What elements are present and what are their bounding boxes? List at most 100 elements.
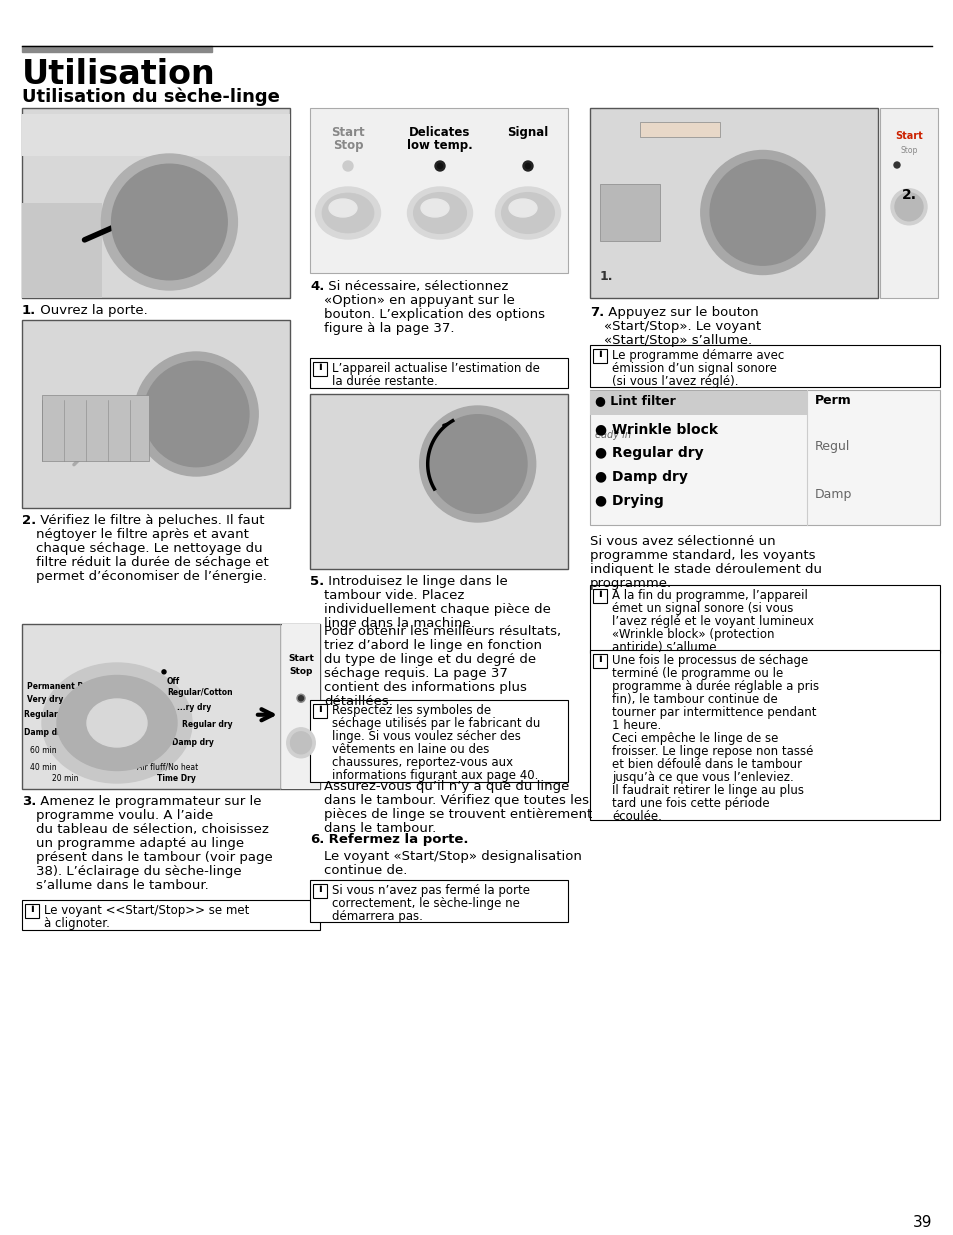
Text: Pour obtenir les meilleurs résultats,: Pour obtenir les meilleurs résultats, [324, 625, 560, 638]
Ellipse shape [315, 186, 380, 240]
Text: i: i [598, 655, 601, 664]
Text: 39: 39 [911, 1215, 931, 1230]
Circle shape [134, 352, 258, 475]
Text: programme standard, les voyants: programme standard, les voyants [589, 550, 815, 562]
Text: Utilisation: Utilisation [22, 58, 215, 91]
Text: L’appareil actualise l’estimation de: L’appareil actualise l’estimation de [332, 362, 539, 375]
Text: 40 min: 40 min [30, 762, 56, 772]
Text: Respectez les symboles de: Respectez les symboles de [332, 704, 491, 718]
Bar [313, 704, 327, 718]
Bar [42, 395, 149, 461]
Bar [589, 585, 939, 653]
Text: Regular dry: Regular dry [182, 720, 233, 729]
Text: chaussures, reportez-vous aux: chaussures, reportez-vous aux [332, 756, 513, 769]
Text: Utilisation du sèche-linge: Utilisation du sèche-linge [22, 88, 279, 106]
Text: fin), le tambour continue de: fin), le tambour continue de [612, 693, 777, 706]
Text: dans le tambour. Vérifiez que toutes les: dans le tambour. Vérifiez que toutes les [324, 794, 588, 806]
Bar [313, 362, 327, 375]
Bar [313, 884, 327, 898]
Bar [282, 624, 319, 789]
Circle shape [112, 164, 227, 280]
Bar [589, 391, 806, 415]
Text: 1.: 1. [599, 269, 613, 283]
Text: 5.: 5. [310, 576, 324, 588]
Text: 4.: 4. [310, 280, 324, 293]
Text: pièces de linge se trouvent entièrement: pièces de linge se trouvent entièrement [324, 808, 592, 821]
Text: la durée restante.: la durée restante. [332, 375, 437, 388]
Text: linge dans la machine.: linge dans la machine. [324, 618, 475, 630]
Circle shape [894, 193, 923, 221]
Text: à clignoter.: à clignoter. [44, 918, 110, 930]
Bar [589, 107, 877, 298]
Text: négtoyer le filtre après et avant: négtoyer le filtre après et avant [36, 529, 249, 541]
Text: Stop: Stop [289, 667, 313, 676]
Text: ● Lint filter: ● Lint filter [595, 394, 675, 408]
Text: i: i [317, 884, 321, 894]
Bar [879, 107, 937, 298]
Text: antiride) s’allume.: antiride) s’allume. [612, 641, 720, 655]
Ellipse shape [420, 199, 449, 217]
Text: Very dry: Very dry [27, 695, 63, 704]
Text: «Wrinkle block» (protection: «Wrinkle block» (protection [612, 629, 774, 641]
Text: Regular/Cotton: Regular/Cotton [167, 688, 233, 698]
Text: filtre réduit la durée de séchage et: filtre réduit la durée de séchage et [36, 556, 269, 569]
Text: informations figurant aux page 40.: informations figurant aux page 40. [332, 769, 537, 782]
Text: «Start/Stop» s’allume.: «Start/Stop» s’allume. [603, 333, 751, 347]
Text: l’avez réglé et le voyant lumineux: l’avez réglé et le voyant lumineux [612, 615, 813, 629]
Bar [593, 655, 606, 668]
Text: 20 min: 20 min [52, 774, 78, 783]
Circle shape [890, 189, 926, 225]
Bar [589, 390, 939, 525]
Ellipse shape [329, 199, 356, 217]
Text: Start: Start [288, 653, 314, 663]
Text: un programme adapté au linge: un programme adapté au linge [36, 837, 244, 850]
Bar [22, 320, 290, 508]
Text: indiquent le stade déroulement du: indiquent le stade déroulement du [589, 563, 821, 576]
Text: et bien défoulé dans le tambour: et bien défoulé dans le tambour [612, 758, 801, 771]
Circle shape [296, 694, 305, 703]
Ellipse shape [501, 193, 554, 233]
Text: eady in: eady in [595, 430, 630, 440]
Text: Damp dry: Damp dry [172, 737, 213, 747]
Text: Signal: Signal [507, 126, 548, 140]
Bar [593, 350, 606, 363]
Text: triez d’abord le linge en fonction: triez d’abord le linge en fonction [324, 638, 541, 652]
Circle shape [101, 154, 237, 290]
Text: du type de linge et du degré de: du type de linge et du degré de [324, 653, 536, 666]
Text: 6.: 6. [310, 832, 324, 846]
Text: 3.: 3. [22, 795, 36, 808]
Text: détaillées.: détaillées. [324, 695, 393, 708]
Bar [22, 46, 212, 52]
Text: froisser. Le linge repose non tassé: froisser. Le linge repose non tassé [612, 745, 813, 758]
Text: linge. Si vous voulez sécher des: linge. Si vous voulez sécher des [332, 730, 520, 743]
Bar [22, 203, 102, 298]
Text: Off: Off [167, 677, 180, 685]
Text: Le programme démarre avec: Le programme démarre avec [612, 350, 783, 362]
Text: 1.: 1. [22, 304, 36, 317]
Text: Introduisez le linge dans le: Introduisez le linge dans le [324, 576, 507, 588]
Bar [25, 904, 39, 918]
Bar [310, 394, 567, 569]
Text: bouton. L’explication des options: bouton. L’explication des options [324, 308, 544, 321]
Text: Damp dry: Damp dry [24, 727, 66, 737]
Text: Le voyant «Start/Stop» designalisation: Le voyant «Start/Stop» designalisation [324, 850, 581, 863]
Text: tambour vide. Placez: tambour vide. Placez [324, 589, 464, 601]
Text: Permanent Press: Permanent Press [27, 682, 101, 690]
Text: i: i [598, 350, 601, 359]
Text: Vérifiez le filtre à peluches. Il faut: Vérifiez le filtre à peluches. Il faut [36, 514, 264, 527]
Bar [310, 700, 567, 782]
Text: programme voulu. A l’aide: programme voulu. A l’aide [36, 809, 213, 823]
Text: émission d’un signal sonore: émission d’un signal sonore [612, 362, 776, 375]
Text: permet d’économiser de l’énergie.: permet d’économiser de l’énergie. [36, 571, 267, 583]
Text: 7.: 7. [589, 306, 603, 319]
Circle shape [419, 406, 536, 522]
Circle shape [428, 415, 526, 514]
Text: émet un signal sonore (si vous: émet un signal sonore (si vous [612, 601, 793, 615]
Bar [22, 624, 319, 789]
Bar [310, 881, 567, 923]
Text: Si vous avez sélectionné un: Si vous avez sélectionné un [589, 535, 775, 548]
Bar [589, 650, 939, 820]
Circle shape [435, 161, 444, 170]
Text: i: i [317, 362, 321, 372]
Text: continue de.: continue de. [324, 864, 407, 877]
